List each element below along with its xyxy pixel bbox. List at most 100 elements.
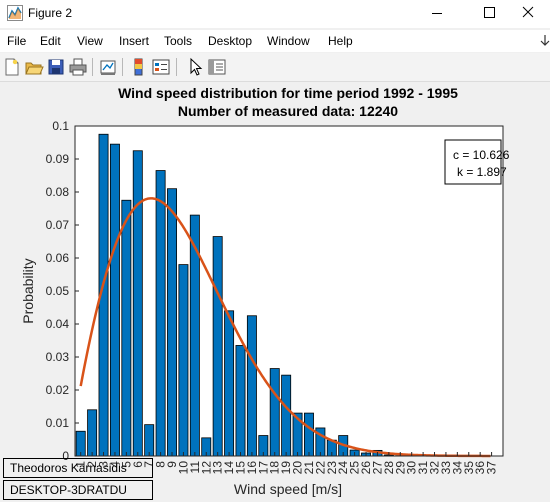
menu-overflow-icon[interactable] — [540, 33, 550, 47]
param-k-label: k = 1.897 — [457, 165, 507, 179]
y-tick-label: 0.05 — [46, 284, 70, 298]
param-c-label: c = 10.626 — [453, 148, 510, 162]
x-tick-label: 19 — [279, 461, 293, 475]
x-tick-label: 26 — [359, 461, 373, 475]
menu-insert[interactable]: Insert — [119, 34, 150, 48]
x-tick-label: 35 — [462, 461, 476, 475]
bar-2 — [87, 409, 98, 457]
y-tick-label: 0.03 — [46, 350, 70, 364]
x-tick-label: 3 — [97, 461, 111, 468]
bar-7 — [144, 424, 155, 457]
y-tick-label: 0.09 — [46, 152, 70, 166]
minimize-icon — [432, 13, 442, 14]
menu-bar: File Edit View Insert Tools Desktop Wind… — [0, 30, 550, 52]
bar-19 — [281, 374, 292, 457]
x-axis-label: Wind speed [m/s] — [234, 481, 342, 497]
y-axis-label: Probability — [20, 258, 36, 323]
new-figure-button[interactable] — [1, 56, 23, 78]
y-axis: 0 0.01 0.02 0.03 0.04 0.05 0.06 0.07 0.08 0.09 0.1 — [46, 119, 79, 463]
open-file-button[interactable] — [23, 56, 45, 78]
x-tick-label: 11 — [188, 461, 202, 474]
bar-14 — [224, 310, 235, 457]
x-tick-label: 29 — [393, 461, 407, 475]
menu-view[interactable]: View — [77, 34, 103, 48]
x-tick-label: 9 — [165, 461, 179, 468]
x-tick-label: 37 — [485, 461, 499, 475]
y-tick-label: 0 — [62, 449, 69, 463]
toolbar-separator — [176, 58, 177, 76]
figure-canvas[interactable]: Wind speed distribution for time period … — [0, 82, 550, 502]
x-tick-label: 34 — [450, 461, 464, 475]
x-tick-label: 13 — [211, 461, 225, 475]
x-tick-label: 14 — [222, 461, 236, 475]
x-tick-label: 36 — [473, 461, 487, 475]
x-tick-label: 16 — [245, 461, 259, 475]
menu-help[interactable]: Help — [328, 34, 353, 48]
close-button[interactable] — [518, 0, 550, 28]
x-tick-label: 25 — [348, 461, 362, 475]
author-annotation-box[interactable]: Theodoros Karnasidis — [3, 458, 153, 478]
machine-annotation-box[interactable]: DESKTOP-3DRATDU — [3, 480, 153, 500]
x-tick-label: 7 — [142, 461, 156, 468]
menu-desktop[interactable]: Desktop — [208, 34, 253, 48]
property-inspector-button[interactable] — [206, 56, 228, 78]
x-tick-label: 33 — [439, 461, 453, 475]
weibull-fit-curve — [79, 197, 491, 458]
x-tick-label: 15 — [233, 461, 247, 475]
bar-8 — [155, 170, 166, 457]
x-tick-label: 5 — [119, 461, 133, 468]
save-button[interactable] — [45, 56, 67, 78]
close-icon — [522, 6, 534, 18]
x-tick-label: 10 — [176, 461, 190, 475]
title-bar: Figure 2 — [0, 0, 550, 28]
bar-21 — [304, 412, 314, 457]
window-title: Figure 2 — [28, 6, 73, 20]
matlab-figure-icon — [7, 5, 23, 21]
new-figure-icon — [5, 58, 19, 76]
toolbar — [0, 53, 550, 82]
menu-edit[interactable]: Edit — [40, 34, 61, 48]
bar-18 — [269, 368, 280, 457]
colorbar-icon — [134, 58, 143, 76]
link-plot-button[interactable] — [97, 56, 119, 78]
toolbar-separator — [92, 58, 93, 76]
bar-16 — [246, 315, 257, 457]
insert-legend-button[interactable] — [150, 56, 172, 78]
y-tick-label: 0.01 — [46, 416, 70, 430]
x-tick-label: 12 — [199, 461, 213, 475]
bar-10 — [178, 264, 189, 457]
y-tick-label: 0.04 — [46, 317, 70, 331]
menu-window[interactable]: Window — [267, 34, 310, 48]
open-file-icon — [25, 62, 44, 75]
y-tick-label: 0.1 — [52, 119, 69, 133]
bar-5 — [121, 199, 132, 457]
x-tick-label: 17 — [256, 461, 270, 475]
weibull-parameters-box[interactable]: c = 10.626 k = 1.897 — [444, 139, 510, 185]
x-tick-label: 2 — [85, 461, 99, 468]
maximize-icon — [484, 7, 495, 18]
x-tick-label: 28 — [382, 461, 396, 475]
edit-plot-button[interactable] — [184, 56, 206, 78]
maximize-button[interactable] — [466, 0, 512, 28]
bar-15 — [235, 345, 246, 457]
minimize-button[interactable] — [414, 0, 460, 28]
insert-colorbar-button[interactable] — [128, 56, 150, 78]
x-tick-label: 31 — [416, 461, 430, 475]
print-button[interactable] — [67, 56, 89, 78]
menu-tools[interactable]: Tools — [164, 34, 193, 48]
menu-file[interactable]: File — [7, 34, 27, 48]
chart-title: Wind speed distribution for time period … — [118, 85, 458, 101]
chart-subtitle: Number of measured data: 12240 — [178, 103, 398, 119]
x-tick-label: 22 — [313, 461, 327, 475]
y-tick-label: 0.02 — [46, 383, 70, 397]
y-tick-label: 0.08 — [46, 185, 70, 199]
machine-name: DESKTOP-3DRATDU — [10, 483, 127, 497]
property-inspector-icon — [208, 59, 226, 75]
histogram-chart[interactable]: Wind speed distribution for time period … — [0, 82, 550, 502]
x-tick-label: 8 — [154, 461, 168, 468]
y-tick-label: 0.06 — [46, 251, 70, 265]
x-tick-label: 4 — [108, 461, 122, 468]
x-tick-label: 1 — [74, 461, 88, 468]
print-icon — [69, 58, 87, 76]
legend-icon — [152, 59, 170, 75]
